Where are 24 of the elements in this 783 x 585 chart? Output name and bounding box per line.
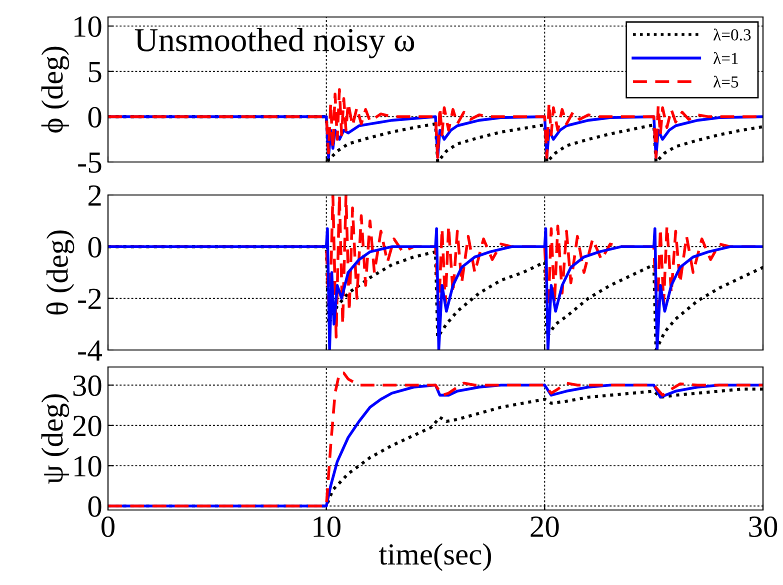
- y-tick-label: 0: [88, 236, 102, 258]
- x-axis-title: time(sec): [378, 543, 491, 571]
- y-axis-title: ϕ (deg): [41, 46, 70, 133]
- x-tick-label: 10: [314, 516, 340, 538]
- y-tick-label: 30: [73, 375, 102, 396]
- y-tick-label: -4: [78, 340, 102, 361]
- legend-label: λ=5: [713, 76, 738, 88]
- y-tick-label: 2: [88, 185, 101, 206]
- y-tick-label: 0: [88, 496, 102, 517]
- y-tick-label: 5: [88, 62, 102, 82]
- legend-label: λ=0.3: [713, 28, 751, 41]
- y-tick-label: -5: [78, 152, 102, 173]
- y-tick-label: 0: [88, 106, 102, 128]
- annotation: Unsmoothed noisy ω: [134, 28, 414, 58]
- y-tick-label: 10: [74, 456, 102, 477]
- y-tick-label: -2: [78, 288, 101, 309]
- y-tick-label: 20: [73, 416, 102, 436]
- x-tick-label: 0: [102, 516, 114, 538]
- x-tick-label: 20: [530, 516, 559, 538]
- y-axis-title: θ (deg): [46, 230, 74, 314]
- x-tick-label: 30: [749, 516, 778, 538]
- y-axis-title: ψ (deg): [41, 394, 70, 484]
- y-tick-label: 10: [74, 16, 102, 37]
- legend-label: λ=1: [713, 52, 738, 64]
